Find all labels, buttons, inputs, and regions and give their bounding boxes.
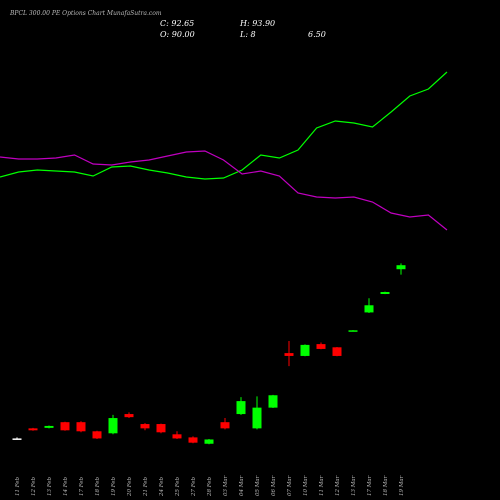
candle-body <box>380 291 390 294</box>
candle-body <box>284 353 294 356</box>
x-tick-label: 18 Mar <box>383 475 389 496</box>
x-tick-label: 13 Feb <box>47 476 53 496</box>
candle-body <box>268 395 278 408</box>
candle-body <box>348 330 358 332</box>
x-tick-label: 04 Mar <box>239 475 245 496</box>
candle-body <box>28 428 38 431</box>
x-tick-label: 20 Feb <box>127 476 133 497</box>
x-tick-label: 27 Feb <box>191 476 197 497</box>
x-tick-label: 11 Mar <box>319 475 325 496</box>
x-tick-label: 11 Feb <box>15 476 21 496</box>
candle-body <box>108 418 118 434</box>
x-tick-label: 21 Feb <box>143 476 149 497</box>
x-tick-label: 17 Feb <box>79 476 85 496</box>
candle-body <box>252 407 262 429</box>
candle-body <box>220 422 230 429</box>
high-info: H: 93.90 <box>239 19 275 28</box>
candle-body <box>188 437 198 443</box>
candle-body <box>12 438 22 440</box>
open-info: O: 90.00 <box>160 30 195 39</box>
candle-body <box>60 422 70 431</box>
candle-body <box>92 431 102 439</box>
candle-body <box>316 344 326 349</box>
x-tick-label: 28 Feb <box>207 476 213 497</box>
x-tick-label: 18 Feb <box>95 476 101 496</box>
x-tick-label: 24 Feb <box>159 476 165 497</box>
x-tick-label: 13 Mar <box>351 475 357 496</box>
indicator-line <box>0 150 448 231</box>
low-info: L: 8 <box>239 30 256 39</box>
candle-body <box>332 347 342 356</box>
candle-body <box>236 401 246 415</box>
indicator-line <box>0 71 448 180</box>
chart-title: BPCL 300.00 PE Options Chart MunafaSutra… <box>9 10 162 17</box>
x-tick-label: 10 Mar <box>303 475 309 496</box>
candle-body <box>76 422 86 432</box>
low-info-rest: 6.50 <box>308 30 326 39</box>
x-tick-label: 25 Feb <box>175 476 181 497</box>
candle-body <box>204 439 214 444</box>
candle-body <box>364 305 374 313</box>
candle-body <box>396 265 406 270</box>
x-tick-label: 14 Feb <box>63 476 69 496</box>
x-tick-label: 12 Mar <box>335 475 341 496</box>
x-tick-label: 05 Mar <box>255 475 261 496</box>
x-tick-label: 07 Mar <box>287 475 293 496</box>
x-tick-label: 03 Mar <box>223 475 229 496</box>
candle-body <box>44 425 54 428</box>
x-tick-label: 19 Feb <box>111 476 117 496</box>
close-info: C: 92.65 <box>160 19 194 28</box>
candle-body <box>124 414 134 418</box>
x-tick-label: 19 Mar <box>399 475 405 496</box>
x-tick-label: 17 Mar <box>367 475 373 496</box>
x-tick-label: 06 Mar <box>271 475 277 496</box>
candle-body <box>140 424 150 429</box>
candle-body <box>300 344 310 356</box>
candle-body <box>172 434 182 439</box>
x-tick-label: 12 Feb <box>31 476 37 496</box>
candle-body <box>156 424 166 433</box>
